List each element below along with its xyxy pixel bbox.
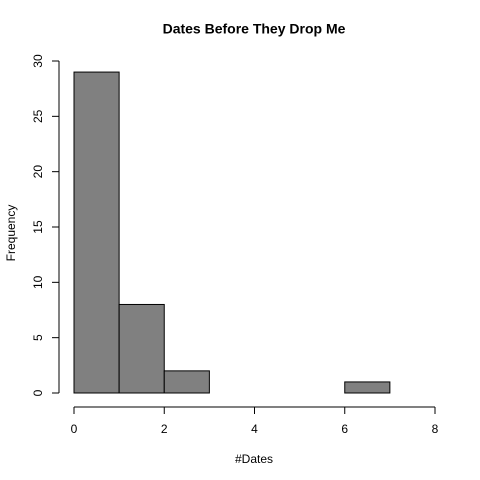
y-tick-label: 25 (31, 109, 45, 123)
chart-title: Dates Before They Drop Me (163, 21, 346, 37)
x-tick-label: 2 (161, 422, 168, 436)
x-tick-label: 4 (251, 422, 258, 436)
y-tick-label: 10 (31, 275, 45, 289)
y-tick-label: 0 (31, 389, 45, 396)
bar (118, 303, 165, 394)
x-tick-label: 8 (432, 422, 439, 436)
bar (163, 370, 210, 394)
x-axis-label: #Dates (235, 452, 273, 466)
bar (344, 381, 391, 394)
x-tick-label: 6 (341, 422, 348, 436)
y-tick-label: 5 (31, 334, 45, 341)
bar (73, 71, 120, 394)
y-tick-label: 30 (31, 54, 45, 68)
y-tick-label: 20 (31, 165, 45, 179)
y-tick-label: 15 (31, 220, 45, 234)
y-axis-label: Frequency (4, 205, 18, 262)
x-tick-label: 0 (71, 422, 78, 436)
